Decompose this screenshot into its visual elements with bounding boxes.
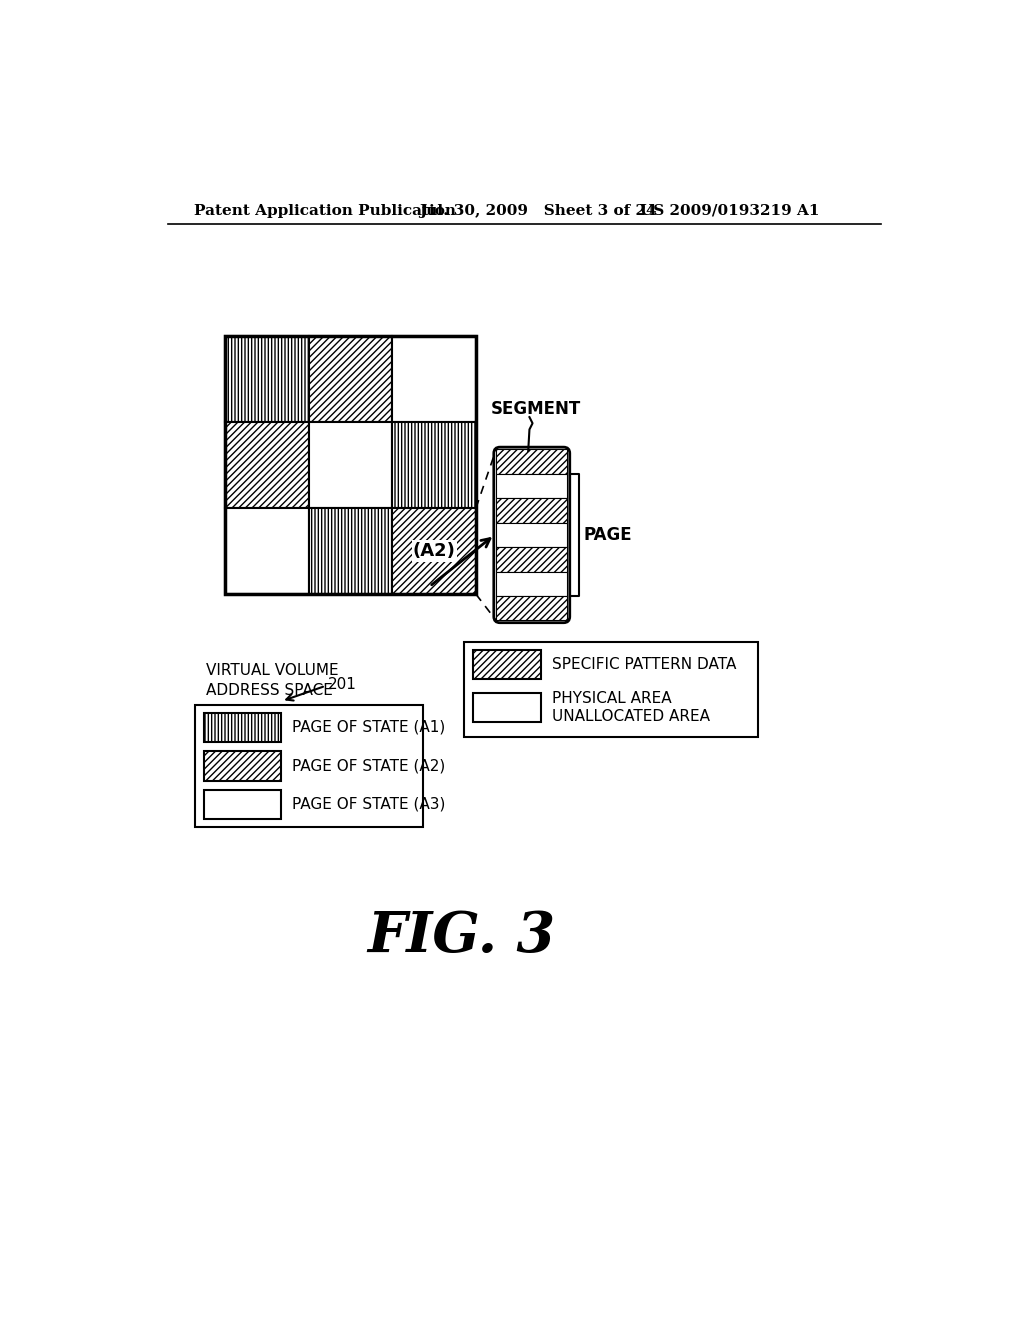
Text: Patent Application Publication: Patent Application Publication	[194, 203, 456, 218]
Bar	[392, 335, 476, 422]
Bar	[308, 508, 392, 594]
Text: PAGE OF STATE (A2): PAGE OF STATE (A2)	[292, 759, 445, 774]
Bar	[473, 693, 541, 722]
Text: SPECIFIC PATTERN DATA: SPECIFIC PATTERN DATA	[552, 657, 736, 672]
Bar	[392, 422, 476, 508]
Bar	[308, 422, 392, 508]
Bar	[225, 335, 476, 594]
Bar	[496, 474, 567, 499]
Text: PHYSICAL AREA
UNALLOCATED AREA: PHYSICAL AREA UNALLOCATED AREA	[552, 690, 710, 725]
Bar	[225, 335, 308, 422]
Bar	[204, 713, 282, 742]
Bar	[195, 705, 423, 826]
Bar	[412, 540, 457, 562]
Bar	[464, 642, 758, 738]
Bar	[308, 335, 392, 422]
Text: FIG. 3: FIG. 3	[368, 908, 555, 964]
Bar	[392, 508, 476, 594]
Bar	[473, 649, 541, 678]
Text: Jul. 30, 2009   Sheet 3 of 24: Jul. 30, 2009 Sheet 3 of 24	[419, 203, 656, 218]
Text: PAGE: PAGE	[584, 525, 633, 544]
Text: (A2): (A2)	[413, 543, 456, 560]
Bar	[496, 597, 567, 620]
Bar	[496, 523, 567, 546]
Text: VIRTUAL VOLUME
ADDRESS SPACE: VIRTUAL VOLUME ADDRESS SPACE	[206, 663, 338, 697]
Text: PAGE OF STATE (A3): PAGE OF STATE (A3)	[292, 797, 445, 812]
Text: SEGMENT: SEGMENT	[490, 400, 581, 418]
Bar	[204, 751, 282, 780]
Bar	[225, 508, 308, 594]
Text: PAGE OF STATE (A1): PAGE OF STATE (A1)	[292, 719, 445, 735]
Bar	[204, 789, 282, 818]
Bar	[496, 548, 567, 572]
Text: 201: 201	[328, 677, 356, 692]
Bar	[496, 572, 567, 595]
Bar	[496, 449, 567, 474]
Bar	[225, 422, 308, 508]
Text: US 2009/0193219 A1: US 2009/0193219 A1	[640, 203, 819, 218]
Bar	[496, 499, 567, 523]
